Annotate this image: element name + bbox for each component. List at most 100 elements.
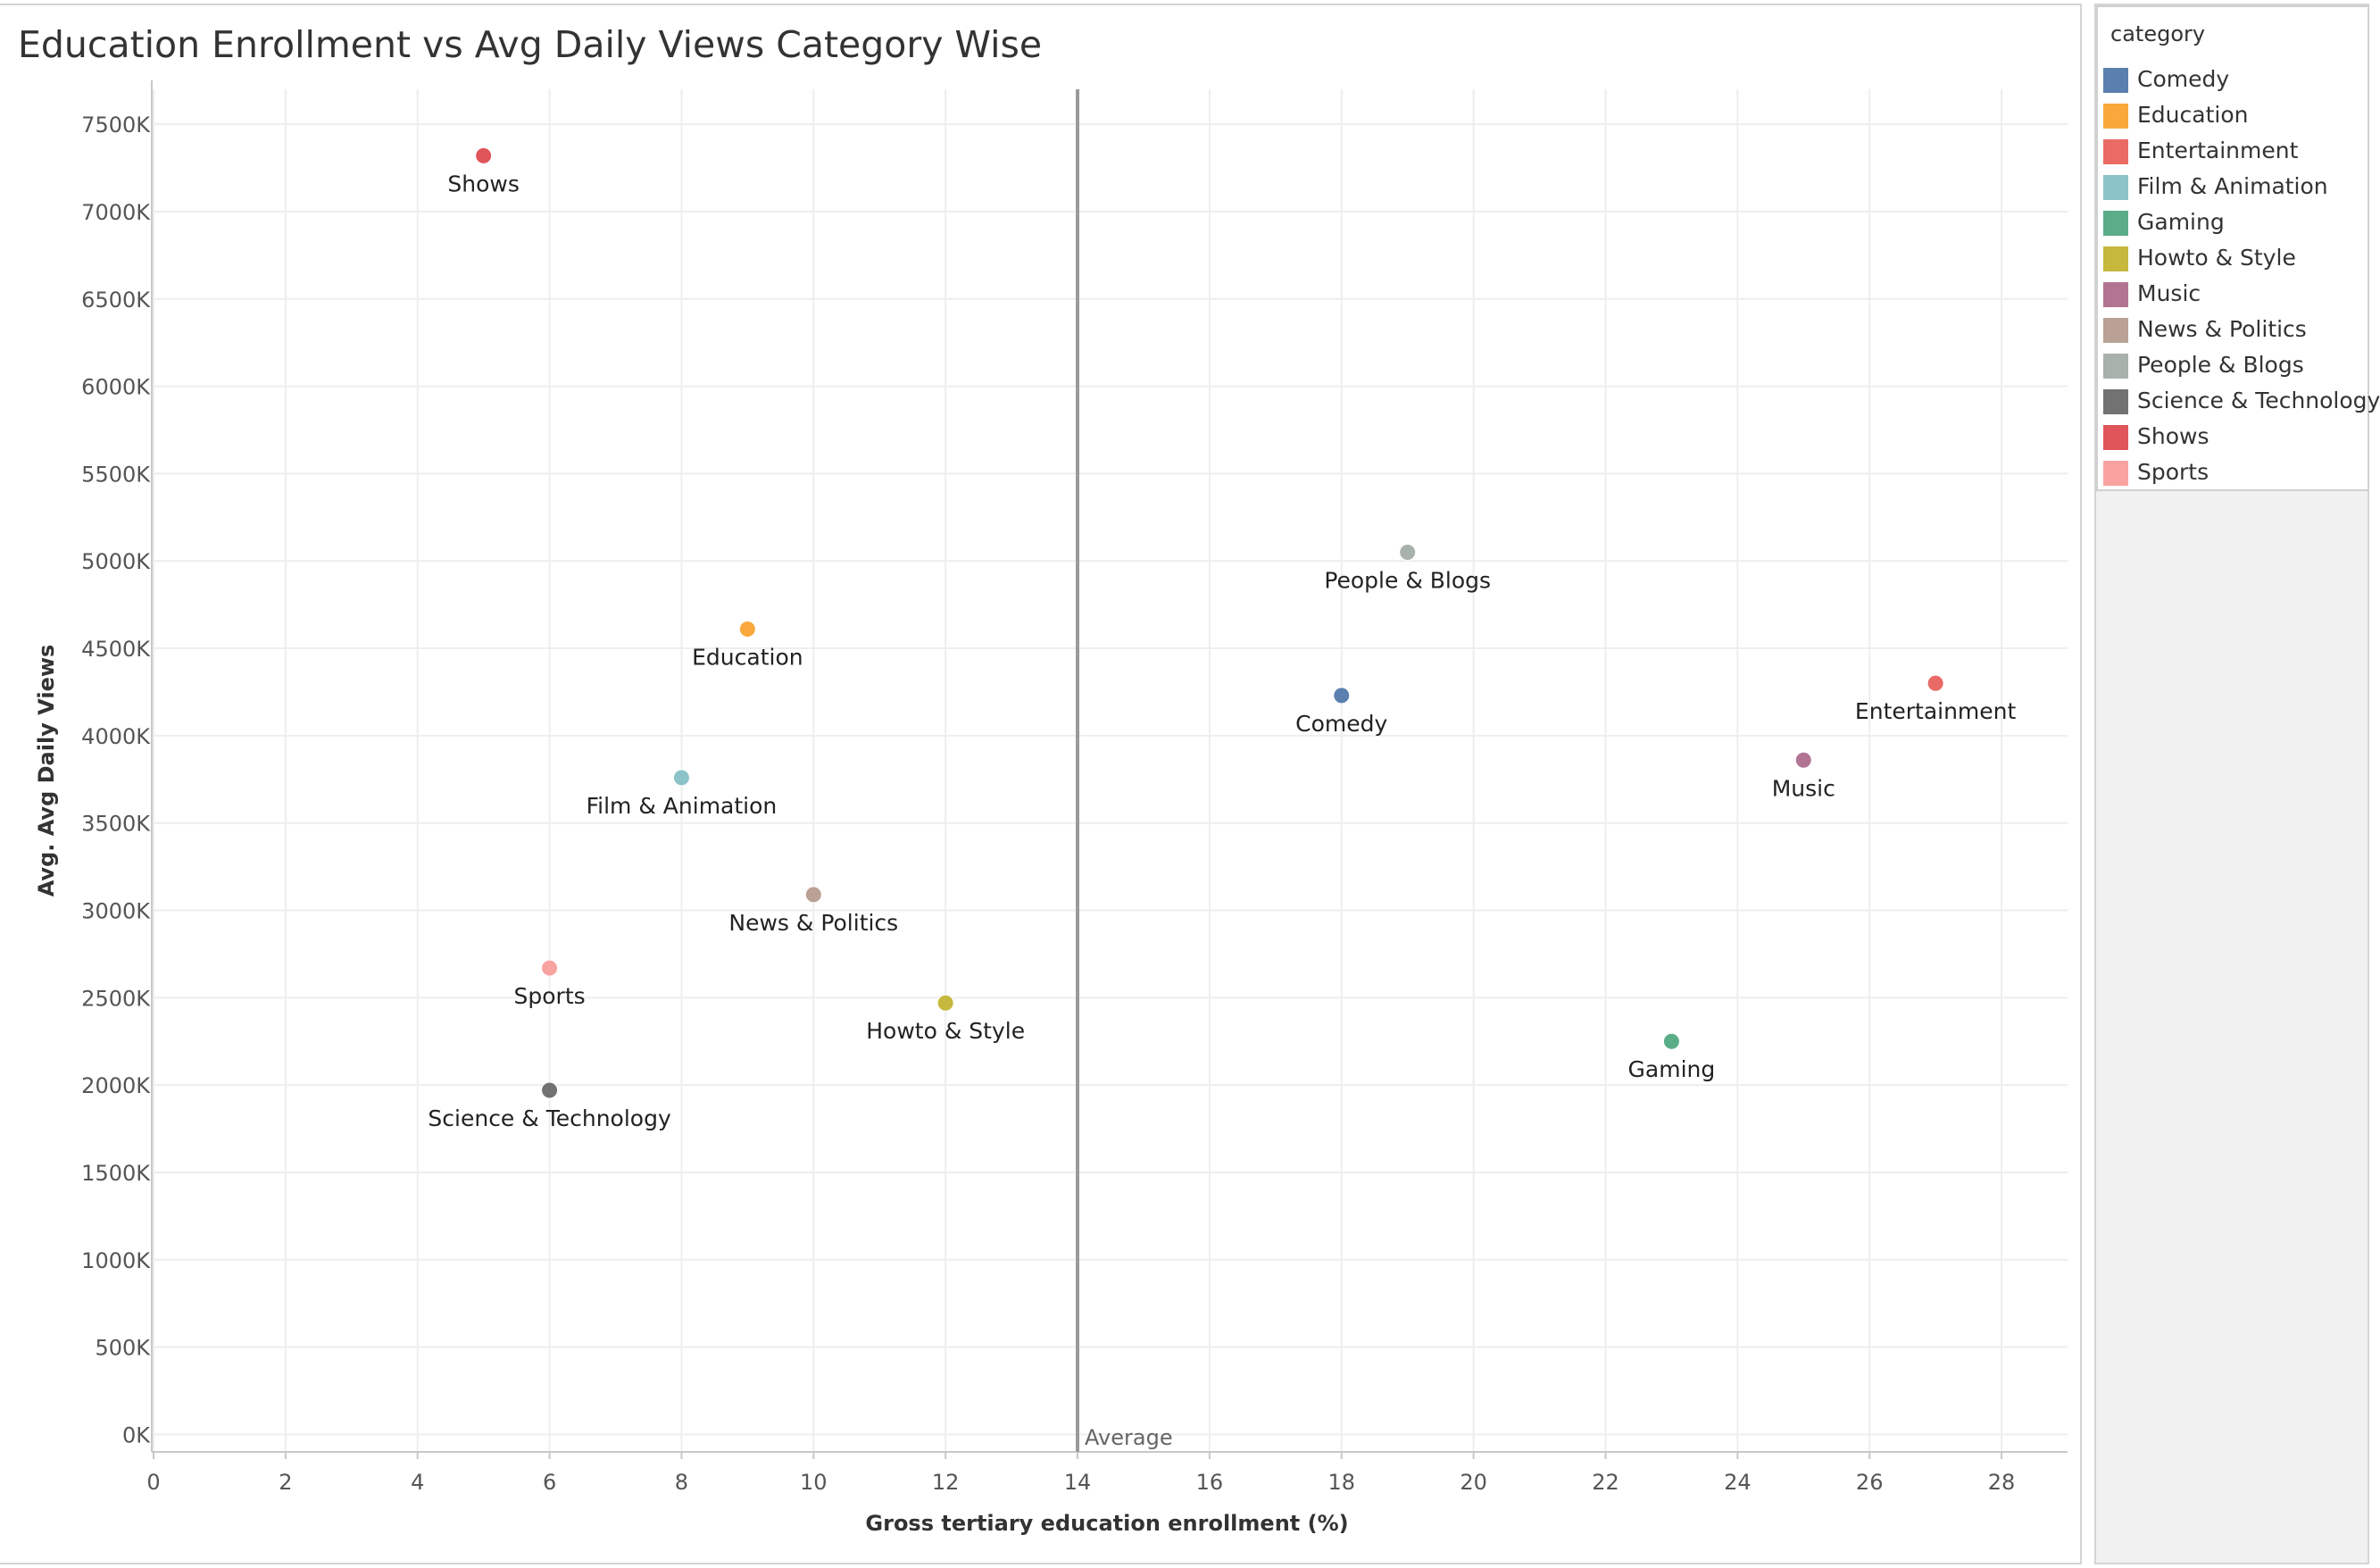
point-label-shows: Shows <box>447 171 519 196</box>
point-label-film-animation: Film & Animation <box>587 793 778 819</box>
legend-label: News & Politics <box>2137 316 2307 342</box>
legend-label: Science & Technology <box>2137 388 2380 413</box>
y-tick-label: 4000K <box>81 724 151 749</box>
point-shows <box>475 146 493 164</box>
x-tick-label: 0 <box>146 1470 160 1495</box>
legend-label: Entertainment <box>2137 138 2299 163</box>
x-tick-label: 16 <box>1196 1470 1224 1495</box>
point-film-animation <box>672 769 690 787</box>
x-tick-label: 6 <box>543 1470 556 1495</box>
y-tick-label: 1000K <box>81 1248 151 1273</box>
y-tick-label: 7500K <box>81 113 151 138</box>
legend-swatch <box>2103 139 2128 164</box>
x-axis-label: Gross tertiary education enrollment (%) <box>865 1511 1348 1536</box>
point-label-sports: Sports <box>514 983 586 1009</box>
legend-swatch <box>2103 318 2128 343</box>
y-tick-label: 2000K <box>81 1073 151 1098</box>
y-tick-label: 5000K <box>81 549 151 574</box>
legend-swatch <box>2103 425 2128 450</box>
legend-swatch <box>2103 461 2128 486</box>
legend-label: Music <box>2137 280 2201 306</box>
y-tick-label: 5500K <box>81 462 151 487</box>
legend-item-people-blogs[interactable]: People & Blogs <box>2103 350 2368 382</box>
y-tick-label: 2500K <box>81 986 151 1011</box>
point-people-blogs <box>1399 543 1417 561</box>
point-education <box>738 621 756 638</box>
legend-swatch <box>2103 175 2128 200</box>
point-label-comedy: Comedy <box>1295 711 1387 737</box>
point-music <box>1794 751 1812 769</box>
legend-item-entertainment[interactable]: Entertainment <box>2103 136 2368 168</box>
legend-item-howto-style[interactable]: Howto & Style <box>2103 243 2368 275</box>
x-tick-label: 18 <box>1327 1470 1355 1495</box>
chart-title: Education Enrollment vs Avg Daily Views … <box>18 23 1043 66</box>
point-entertainment <box>1926 674 1944 692</box>
legend-label: Film & Animation <box>2137 173 2328 199</box>
y-tick-label: 1500K <box>81 1161 151 1186</box>
legend-swatch <box>2103 389 2128 414</box>
legend-swatch <box>2103 282 2128 307</box>
point-label-music: Music <box>1772 775 1835 801</box>
x-tick-label: 24 <box>1724 1470 1752 1495</box>
point-gaming <box>1662 1032 1680 1050</box>
y-tick-label: 3500K <box>81 812 151 837</box>
point-label-science-technology: Science & Technology <box>428 1105 671 1131</box>
y-tick-label: 3000K <box>81 899 151 924</box>
y-tick-label: 4500K <box>81 637 151 662</box>
x-tick-label: 8 <box>675 1470 688 1495</box>
average-reference-label: Average <box>1085 1425 1173 1450</box>
legend-item-film-animation[interactable]: Film & Animation <box>2103 171 2368 204</box>
y-tick-label: 0K <box>122 1422 151 1447</box>
point-howto-style <box>936 994 954 1012</box>
x-tick-label: 26 <box>1856 1470 1884 1495</box>
x-tick-label: 22 <box>1592 1470 1619 1495</box>
legend-item-science-technology[interactable]: Science & Technology <box>2103 386 2380 418</box>
x-tick-label: 14 <box>1064 1470 1092 1495</box>
legend-label: Gaming <box>2137 209 2225 235</box>
x-tick-label: 4 <box>411 1470 424 1495</box>
legend-panel: category Comedy Education Entertainment Fil… <box>2094 4 2380 1564</box>
point-news-politics <box>804 886 822 904</box>
legend-label: Comedy <box>2137 66 2230 92</box>
x-tick-label: 12 <box>932 1470 960 1495</box>
x-tick-label: 2 <box>279 1470 292 1495</box>
legend-item-education[interactable]: Education <box>2103 100 2368 132</box>
legend-item-news-politics[interactable]: News & Politics <box>2103 314 2368 346</box>
point-comedy <box>1333 687 1351 705</box>
legend-swatch <box>2103 68 2128 93</box>
legend-swatch <box>2103 354 2128 379</box>
point-sports <box>541 959 559 977</box>
legend-item-shows[interactable]: Shows <box>2103 421 2368 454</box>
point-label-gaming: Gaming <box>1628 1056 1716 1082</box>
scatter-chart: 0 2 4 6 8 10 12 14 16 18 20 22 24 26 280K500K1000K1500… <box>34 80 2068 1536</box>
y-tick-label: 500K <box>95 1336 151 1361</box>
x-tick-label: 20 <box>1460 1470 1487 1495</box>
legend-swatch <box>2103 246 2128 271</box>
point-label-people-blogs: People & Blogs <box>1324 567 1491 593</box>
point-label-news-politics: News & Politics <box>728 910 898 936</box>
legend-swatch <box>2103 104 2128 129</box>
point-label-howto-style: Howto & Style <box>866 1018 1025 1044</box>
legend-item-comedy[interactable]: Comedy <box>2103 64 2368 96</box>
legend-swatch <box>2103 211 2128 236</box>
legend-label: Education <box>2137 102 2249 128</box>
point-science-technology <box>541 1081 559 1099</box>
legend-label: Shows <box>2137 423 2209 449</box>
y-axis-label: Avg. Avg Daily Views <box>34 645 59 897</box>
y-tick-label: 6500K <box>81 288 151 313</box>
legend: category Comedy Education Entertainment Fil… <box>2096 5 2380 491</box>
legend-item-gaming[interactable]: Gaming <box>2103 207 2368 239</box>
x-tick-label: 28 <box>1988 1470 2016 1495</box>
point-label-education: Education <box>692 645 803 671</box>
legend-label: Howto & Style <box>2137 245 2296 271</box>
legend-item-sports[interactable]: Sports <box>2103 457 2368 489</box>
y-tick-label: 6000K <box>81 375 151 400</box>
plot-panel <box>0 4 2082 1564</box>
legend-label: Sports <box>2137 459 2209 485</box>
legend-title: category <box>2110 21 2206 46</box>
y-tick-label: 7000K <box>81 200 151 225</box>
legend-item-music[interactable]: Music <box>2103 279 2368 311</box>
legend-label: People & Blogs <box>2137 352 2304 378</box>
point-label-entertainment: Entertainment <box>1855 698 2017 724</box>
